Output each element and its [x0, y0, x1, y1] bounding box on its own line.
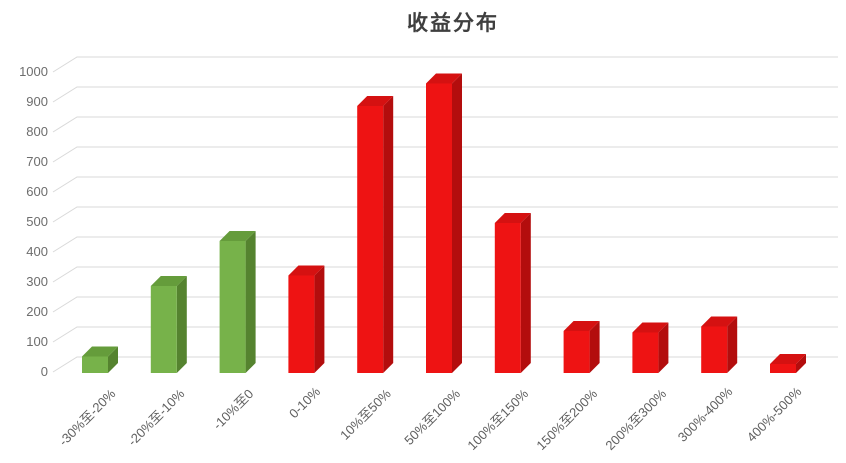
y-tick-label: 900	[26, 94, 48, 109]
bar-front-face	[357, 106, 384, 373]
bar-side-face	[520, 213, 531, 373]
bar-side-face	[383, 96, 394, 373]
gridline	[52, 236, 838, 253]
bar-top-face	[219, 231, 256, 241]
bar	[494, 213, 531, 373]
chart-title: 收益分布	[407, 12, 499, 35]
gridline	[52, 86, 838, 103]
bar-side-face	[176, 276, 187, 373]
bar-side-face	[314, 265, 325, 373]
bar-front-face	[563, 331, 590, 373]
bar-front-face	[770, 364, 796, 373]
bar-top-face	[82, 346, 118, 357]
bar-top-face	[494, 213, 531, 223]
bar-front-face	[494, 223, 521, 373]
y-tick-label: 300	[26, 274, 48, 289]
bar-front-face	[288, 275, 315, 373]
bar	[701, 316, 738, 373]
bar	[563, 321, 600, 373]
bar-top-face	[770, 354, 806, 364]
bar-top-face	[632, 322, 669, 333]
bar-front-face	[150, 286, 177, 373]
y-tick-label: 1000	[19, 64, 48, 79]
gridline	[52, 116, 838, 133]
y-tick-label: 600	[26, 184, 48, 199]
gridline	[52, 146, 838, 163]
bar-top-face	[426, 73, 462, 84]
bar	[82, 346, 118, 373]
y-tick-label: 700	[26, 154, 48, 169]
gridline	[52, 206, 838, 223]
bar	[150, 276, 187, 373]
bar-top-face	[701, 316, 738, 327]
bar-side-face	[245, 231, 256, 373]
bar-top-face	[150, 276, 187, 286]
bar	[426, 73, 462, 373]
gridline	[52, 266, 838, 283]
bar-front-face	[426, 83, 452, 373]
gridline	[52, 176, 838, 193]
y-tick-label: 400	[26, 244, 48, 259]
bar-top-face	[288, 265, 325, 276]
bar	[632, 322, 669, 373]
bar-front-face	[701, 326, 728, 373]
bar	[357, 96, 394, 373]
bar-side-face	[589, 321, 600, 373]
bar	[288, 265, 325, 373]
y-tick-label: 500	[26, 214, 48, 229]
bar-side-face	[658, 322, 669, 373]
y-tick-label: 100	[26, 334, 48, 349]
bar-side-face	[796, 354, 806, 373]
bar-side-face	[108, 346, 118, 373]
y-tick-label: 200	[26, 304, 48, 319]
bar-side-face	[727, 316, 738, 373]
gridline	[52, 56, 838, 73]
bar	[770, 354, 806, 373]
y-tick-label: 800	[26, 124, 48, 139]
bar-front-face	[219, 241, 246, 373]
gridline	[52, 296, 838, 313]
bar-side-face	[452, 73, 462, 373]
y-tick-label: 0	[40, 364, 48, 379]
bar	[219, 231, 256, 373]
bar-front-face	[632, 332, 659, 373]
bar-top-face	[357, 96, 394, 106]
bar-front-face	[82, 356, 108, 373]
bar-top-face	[563, 321, 600, 331]
